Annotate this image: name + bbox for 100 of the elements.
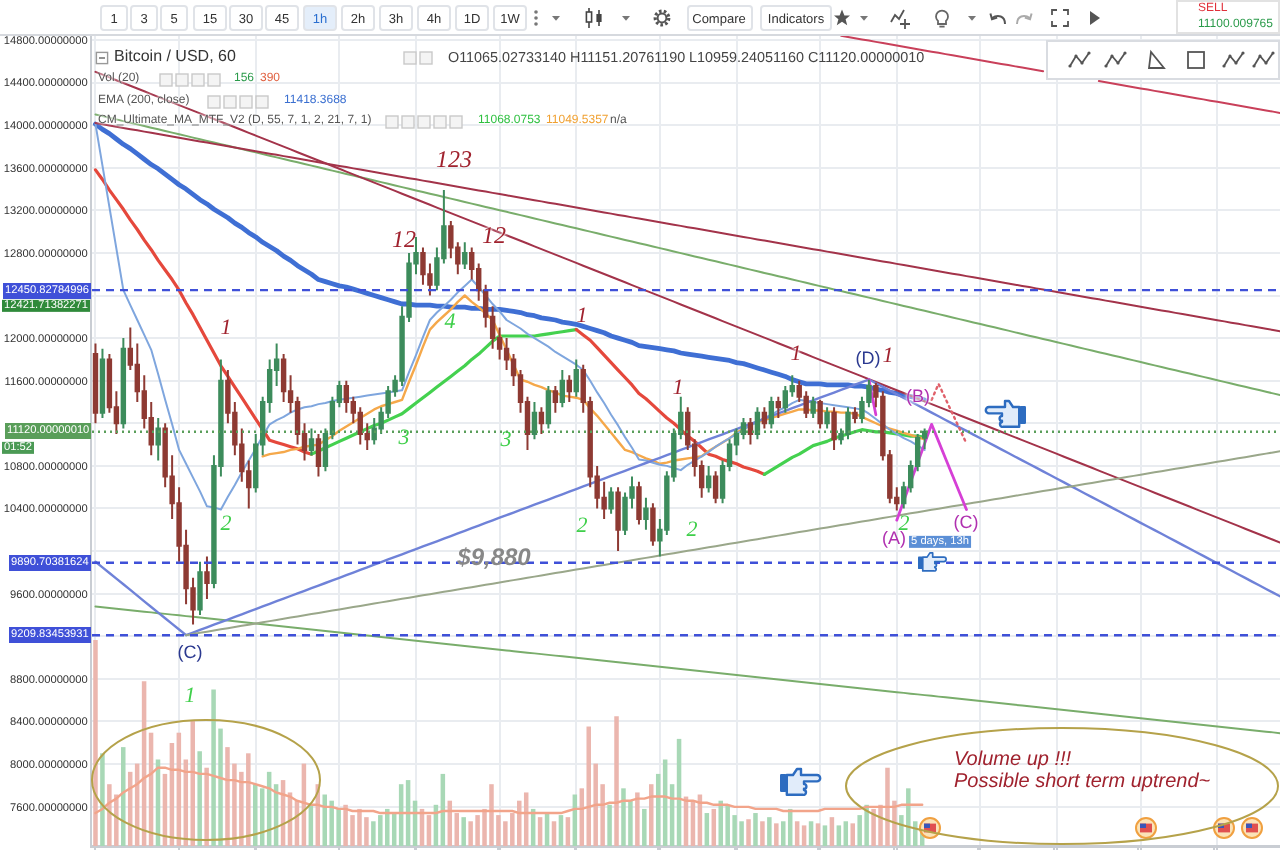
candlestick <box>852 406 858 425</box>
bar <box>739 821 744 846</box>
bar <box>850 823 855 846</box>
annotation: (C) <box>953 512 979 534</box>
bar <box>378 815 383 846</box>
line-series <box>574 327 766 476</box>
bar <box>489 784 494 846</box>
bar <box>475 815 480 846</box>
bar <box>621 788 626 846</box>
bar <box>906 788 911 846</box>
bar <box>100 753 105 846</box>
line-series <box>309 327 578 456</box>
bar <box>725 804 730 846</box>
candlestick <box>552 385 559 414</box>
annotation: (B) <box>906 386 930 408</box>
bar <box>635 792 640 846</box>
bar <box>246 753 251 846</box>
bar <box>760 821 765 846</box>
candlestick <box>573 358 579 398</box>
annotation: 1 <box>882 343 894 369</box>
bar <box>107 784 112 846</box>
bar <box>649 784 654 846</box>
candlestick <box>817 398 823 430</box>
bar <box>815 823 821 846</box>
bar <box>503 821 508 846</box>
bar <box>836 825 842 846</box>
candlestick <box>747 416 754 446</box>
line-series <box>94 605 1280 735</box>
candlestick <box>712 470 719 505</box>
candlestick <box>636 480 642 526</box>
annotation: (D) <box>855 348 881 370</box>
bar <box>753 813 758 846</box>
annotation: 3 <box>500 427 512 453</box>
bar <box>190 720 195 846</box>
bar <box>607 804 612 846</box>
bar <box>93 640 98 846</box>
bar <box>253 784 258 846</box>
bar <box>718 800 723 846</box>
bar <box>371 821 376 846</box>
candlestick <box>155 416 161 462</box>
candlestick <box>531 400 538 441</box>
annotation: 123 <box>436 144 472 174</box>
line-series <box>762 428 927 476</box>
bar <box>461 817 466 846</box>
candlestick <box>754 406 761 441</box>
bar <box>204 767 209 846</box>
line-series <box>185 450 1280 637</box>
bar <box>121 747 126 846</box>
annotation: 1 <box>184 683 196 709</box>
annotation: 1 <box>576 303 588 329</box>
annotation: Possible short term uptrend~ <box>954 771 1211 793</box>
annotation: 3 <box>398 425 410 451</box>
bar <box>517 800 522 846</box>
candlestick <box>775 395 782 419</box>
candlestick <box>608 486 614 515</box>
bar <box>767 817 772 846</box>
candlestick <box>566 374 572 403</box>
candlestick <box>559 369 566 409</box>
annotation: 2 <box>576 513 588 539</box>
candlestick <box>120 337 127 430</box>
candlestick <box>761 406 768 430</box>
bar <box>642 808 647 846</box>
candlestick <box>845 406 851 441</box>
candlestick <box>308 427 315 457</box>
candlestick <box>315 432 322 478</box>
candlestick <box>768 395 775 430</box>
bar <box>843 821 849 846</box>
bar <box>871 808 876 846</box>
annotation: 4 <box>444 309 456 335</box>
bar <box>822 825 828 846</box>
candlestick <box>92 342 99 425</box>
candlestick <box>705 464 712 494</box>
bar <box>357 808 362 846</box>
bar <box>211 689 216 846</box>
bar <box>329 800 334 846</box>
candlestick <box>643 496 649 531</box>
bar <box>614 716 619 846</box>
bar <box>343 804 348 846</box>
annotation: 1 <box>672 375 684 401</box>
bar <box>746 819 751 846</box>
candlestick <box>99 347 106 419</box>
bar <box>225 747 230 846</box>
candlestick <box>204 555 210 600</box>
bar <box>774 823 779 846</box>
bar <box>336 808 341 846</box>
annotation: $9,880 <box>457 542 531 572</box>
bar <box>197 751 202 846</box>
candlestick <box>650 502 656 547</box>
bar <box>801 825 807 846</box>
line-series <box>930 382 968 445</box>
bar <box>385 808 390 846</box>
line-series <box>94 123 926 511</box>
bar <box>364 817 369 846</box>
bar <box>322 794 327 846</box>
annotation: 1 <box>220 315 232 341</box>
candlestick <box>831 406 837 451</box>
annotation: (C) <box>177 642 203 664</box>
bar <box>586 726 591 846</box>
line-series <box>261 294 926 465</box>
bar <box>885 767 890 846</box>
